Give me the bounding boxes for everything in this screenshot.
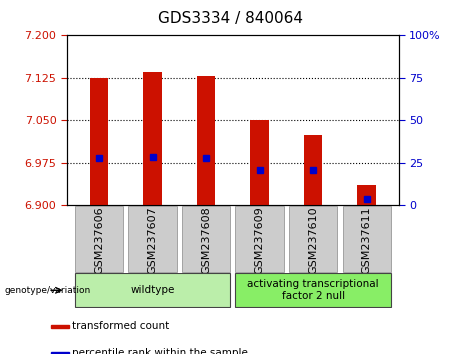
FancyBboxPatch shape	[75, 206, 123, 272]
Text: transformed count: transformed count	[72, 321, 170, 331]
FancyBboxPatch shape	[75, 273, 230, 307]
FancyBboxPatch shape	[182, 206, 230, 272]
Bar	[89, 78, 108, 205]
Text: activating transcriptional
factor 2 null: activating transcriptional factor 2 null	[247, 279, 379, 301]
Bar	[197, 76, 215, 205]
Bar	[143, 72, 162, 205]
Text: GSM237609: GSM237609	[254, 207, 265, 274]
FancyBboxPatch shape	[289, 206, 337, 272]
Text: percentile rank within the sample: percentile rank within the sample	[72, 348, 248, 354]
Text: GSM237611: GSM237611	[361, 207, 372, 274]
Text: GSM237608: GSM237608	[201, 207, 211, 274]
Text: wildtype: wildtype	[130, 285, 175, 295]
FancyBboxPatch shape	[343, 206, 391, 272]
FancyBboxPatch shape	[236, 206, 284, 272]
Text: GSM237607: GSM237607	[148, 207, 158, 274]
Text: GSM237606: GSM237606	[94, 207, 104, 274]
FancyBboxPatch shape	[236, 273, 391, 307]
Bar	[51, 352, 69, 354]
Bar	[250, 120, 269, 205]
Bar	[304, 135, 323, 205]
Bar	[357, 185, 376, 205]
Text: GDS3334 / 840064: GDS3334 / 840064	[158, 11, 303, 25]
Text: genotype/variation: genotype/variation	[5, 286, 91, 295]
Bar	[51, 325, 69, 328]
FancyBboxPatch shape	[129, 206, 177, 272]
Text: GSM237610: GSM237610	[308, 207, 318, 274]
